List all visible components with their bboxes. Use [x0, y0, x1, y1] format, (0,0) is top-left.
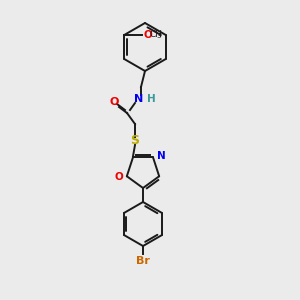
Text: 3: 3 — [157, 34, 161, 40]
Text: H: H — [147, 94, 156, 104]
Text: N: N — [157, 151, 166, 161]
Text: O: O — [143, 29, 152, 40]
Text: O: O — [109, 97, 119, 107]
Text: S: S — [130, 134, 140, 148]
Text: CH: CH — [150, 30, 163, 39]
Text: O: O — [114, 172, 123, 182]
Text: N: N — [134, 94, 144, 104]
Text: Br: Br — [136, 256, 150, 266]
